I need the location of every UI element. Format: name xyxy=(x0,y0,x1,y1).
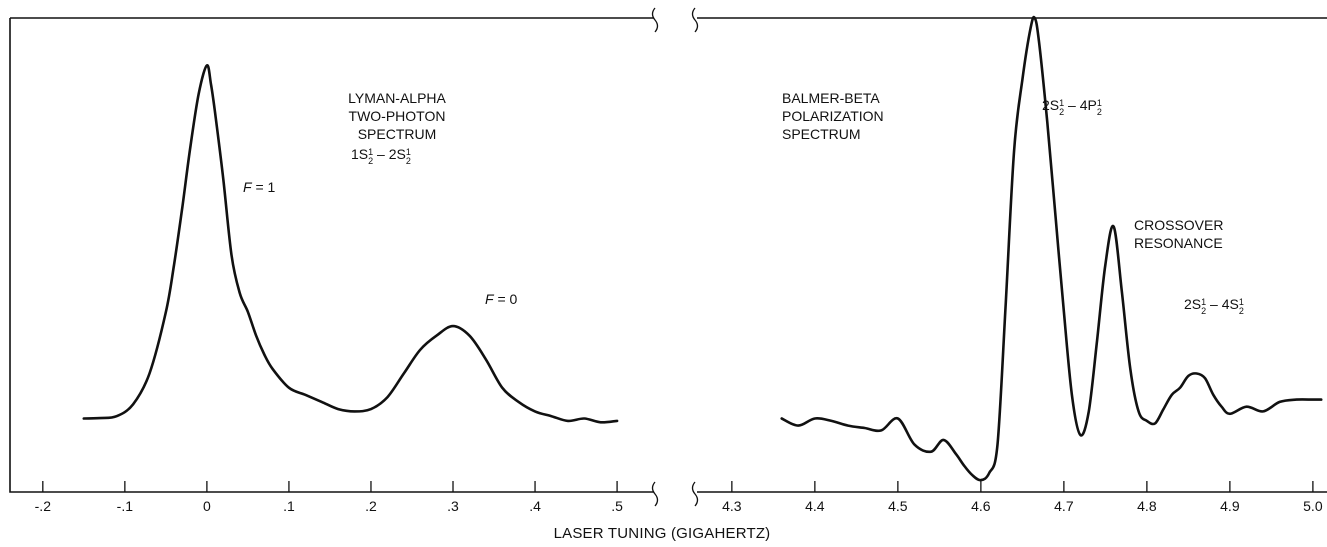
x-axis-label: LASER TUNING (GIGAHERTZ) xyxy=(554,525,771,542)
left-x-tick-label: .5 xyxy=(611,498,623,514)
right-x-tick-label: 4.9 xyxy=(1220,498,1240,514)
left-title-line-3: SPECTRUM xyxy=(358,126,437,142)
right-spectrum-curve xyxy=(780,15,1323,482)
crossover-line-2: RESONANCE xyxy=(1134,235,1223,251)
right-title-line-3: SPECTRUM xyxy=(782,126,861,142)
right-x-tick-label: 4.3 xyxy=(722,498,742,514)
right-x-tick-label: 4.8 xyxy=(1137,498,1157,514)
transition-label-2s-4p: 2S1 2 – 4P1 2 xyxy=(1042,97,1102,117)
left-spectrum-curve xyxy=(82,64,619,424)
left-x-tick-label: .2 xyxy=(365,498,377,514)
left-title-line-2: TWO-PHOTON xyxy=(349,108,446,124)
left-x-tick-label: -.2 xyxy=(35,498,52,514)
peak-label-f0: F = 0 xyxy=(485,291,518,307)
peak-label-f1: F = 1 xyxy=(243,179,276,195)
right-panel-frame xyxy=(691,7,1327,507)
right-spectrum-line xyxy=(780,15,1323,482)
right-x-tick-label: 4.6 xyxy=(971,498,991,514)
left-spectrum-line xyxy=(82,64,619,424)
right-title-annotation: BALMER-BETA POLARIZATION SPECTRUM xyxy=(782,90,884,142)
transition-label-2s-4s: 2S1 2 – 4S1 2 xyxy=(1184,296,1244,316)
left-title-annotation: LYMAN-ALPHA TWO-PHOTON SPECTRUM 1S1 2 – 2… xyxy=(348,90,446,166)
left-panel-frame xyxy=(9,7,659,507)
left-x-tick-label: 0 xyxy=(203,498,211,514)
right-x-tick-label: 4.4 xyxy=(805,498,825,514)
left-x-tick-label: .3 xyxy=(447,498,459,514)
right-x-tick-label: 5.0 xyxy=(1303,498,1323,514)
left-title-line-1: LYMAN-ALPHA xyxy=(348,90,446,106)
left-x-tick-label: .4 xyxy=(529,498,541,514)
right-title-line-1: BALMER-BETA xyxy=(782,90,880,106)
left-x-tick-label: -.1 xyxy=(117,498,134,514)
left-x-tick-label: .1 xyxy=(283,498,295,514)
right-x-tick-label: 4.5 xyxy=(888,498,908,514)
left-transition-label: 1S1 2 – 2S1 2 xyxy=(351,146,411,166)
crossover-resonance-label: CROSSOVER RESONANCE xyxy=(1134,217,1223,251)
left-x-axis-ticks: -.2 -.1 0 .1 .2 .3 .4 .5 xyxy=(35,481,623,514)
right-title-line-2: POLARIZATION xyxy=(782,108,884,124)
right-x-tick-label: 4.7 xyxy=(1054,498,1074,514)
right-x-axis-ticks: 4.3 4.4 4.5 4.6 4.7 4.8 4.9 5.0 xyxy=(722,481,1323,514)
crossover-line-1: CROSSOVER xyxy=(1134,217,1223,233)
